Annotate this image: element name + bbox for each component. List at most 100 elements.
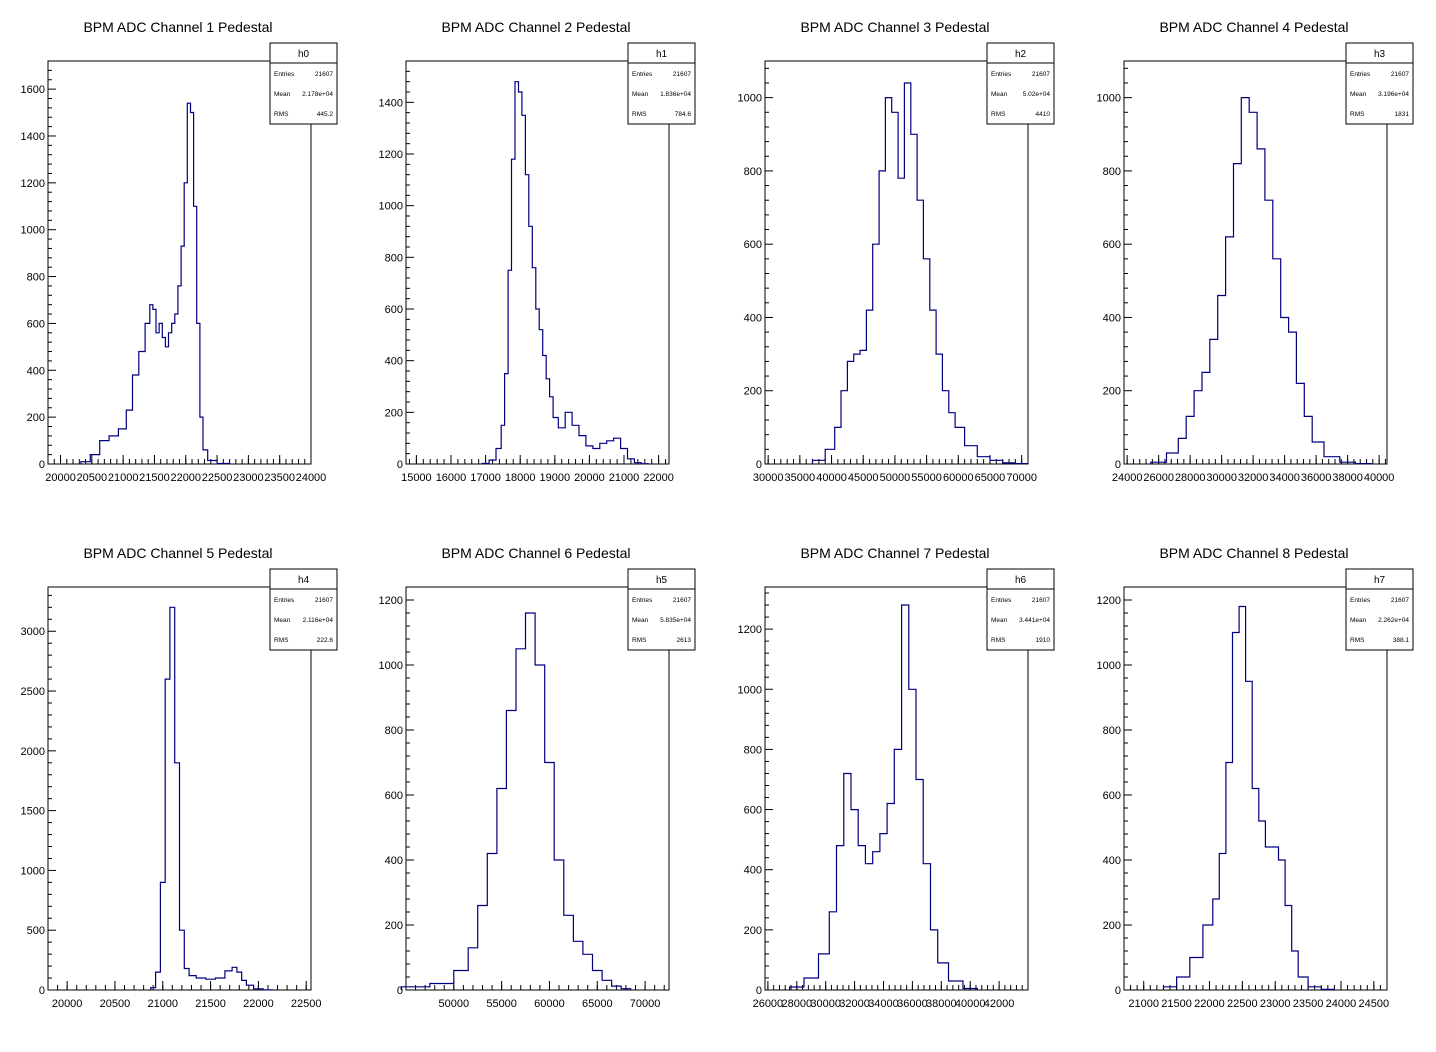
plot-frame (764, 586, 1029, 991)
stats-name: h2 (1015, 49, 1027, 60)
y-tick-label: 600 (27, 318, 45, 330)
y-tick-label: 400 (744, 865, 762, 877)
stats-name: h4 (298, 575, 310, 586)
y-tick-label: 0 (1115, 459, 1121, 471)
x-tick-label: 32000 (839, 998, 870, 1010)
x-tick-label: 21000 (1128, 998, 1159, 1010)
x-tick-label: 22000 (643, 472, 674, 484)
y-tick-label: 600 (385, 304, 403, 316)
stats-label-rms: RMS (632, 637, 647, 644)
x-tick-label: 65000 (975, 472, 1006, 484)
stats-box-frame (627, 568, 696, 651)
stats-value-entries: 21607 (1391, 71, 1409, 78)
x-tick-label: 23000 (1260, 998, 1291, 1010)
x-tick-label: 21500 (1161, 998, 1192, 1010)
stats-label-entries: Entries (274, 597, 295, 604)
stats-label-mean: Mean (274, 91, 291, 98)
x-tick-label: 22000 (1194, 998, 1225, 1010)
stats-box: h5 Entries 21607 Mean 5.835e+04 RMS 2613 (627, 568, 696, 651)
x-tick-label: 55000 (911, 472, 942, 484)
x-tick-label: 24000 (1112, 472, 1143, 484)
y-tick-label: 600 (385, 790, 403, 802)
x-tick-label: 65000 (582, 998, 613, 1010)
x-tick-label: 24500 (1359, 998, 1390, 1010)
x-tick-label: 20000 (574, 472, 605, 484)
x-tick-label: 50000 (439, 998, 470, 1010)
stats-value-mean: 3.441e+04 (1019, 617, 1050, 624)
stats-value-mean: 2.262e+04 (1378, 617, 1409, 624)
plot-frame (405, 60, 670, 465)
y-tick-label: 1000 (738, 93, 762, 105)
plot-frame (405, 586, 670, 991)
y-tick-label: 400 (27, 365, 45, 377)
x-tick-label: 30000 (1206, 472, 1237, 484)
chart-title: BPM ADC Channel 4 Pedestal (1159, 19, 1348, 35)
chart-panel-3: BPM ADC Channel 3 Pedestal 0 200 400 600 800 1… (738, 19, 1055, 484)
y-tick-label: 1200 (379, 595, 403, 607)
stats-value-rms: 784.6 (675, 111, 692, 118)
chart-title: BPM ADC Channel 6 Pedestal (441, 545, 630, 561)
plot-frame (1123, 60, 1388, 465)
x-tick-label: 35000 (785, 472, 816, 484)
stats-label-rms: RMS (274, 637, 289, 644)
chart-panel-1: BPM ADC Channel 1 Pedestal 0 200 400 600 800 1… (21, 19, 338, 484)
x-tick-label: 22000 (243, 998, 274, 1010)
y-tick-label: 200 (1103, 386, 1121, 398)
stats-label-entries: Entries (1350, 71, 1371, 78)
y-tick-label: 1000 (379, 660, 403, 672)
y-tick-label: 1400 (21, 131, 45, 143)
stats-label-mean: Mean (1350, 91, 1367, 98)
x-tick-label: 20500 (77, 472, 108, 484)
y-tick-label: 1200 (379, 149, 403, 161)
y-tick-label: 600 (1103, 790, 1121, 802)
y-tick-label: 0 (1115, 985, 1121, 997)
x-tick-label: 16000 (436, 472, 467, 484)
y-tick-label: 1200 (1097, 595, 1121, 607)
x-tick-label: 21000 (108, 472, 139, 484)
y-tick-label: 0 (39, 985, 45, 997)
y-tick-label: 600 (1103, 239, 1121, 251)
x-tick-label: 34000 (868, 998, 899, 1010)
x-tick-label: 30000 (810, 998, 841, 1010)
y-tick-label: 800 (744, 744, 762, 756)
y-tick-label: 0 (397, 459, 403, 471)
stats-label-mean: Mean (632, 91, 649, 98)
x-tick-label: 15000 (401, 472, 432, 484)
stats-value-rms: 1910 (1036, 637, 1051, 644)
histogram-series (1162, 605, 1335, 990)
histogram-series (1150, 97, 1372, 465)
x-tick-label: 21000 (609, 472, 640, 484)
y-tick-label: 400 (744, 312, 762, 324)
stats-name: h0 (298, 49, 310, 60)
y-tick-label: 600 (744, 805, 762, 817)
y-tick-label: 0 (756, 985, 762, 997)
x-tick-label: 20000 (52, 998, 83, 1010)
stats-box: h3 Entries 21607 Mean 3.196e+04 RMS 1831 (1345, 42, 1414, 125)
y-tick-label: 200 (27, 412, 45, 424)
y-tick-label: 400 (385, 855, 403, 867)
x-tick-label: 18000 (505, 472, 536, 484)
stats-box-frame (986, 42, 1055, 125)
histogram-series (400, 612, 632, 990)
y-tick-label: 800 (27, 272, 45, 284)
y-tick-label: 1500 (21, 806, 45, 818)
stats-box: h4 Entries 21607 Mean 2.116e+04 RMS 222.6 (269, 568, 338, 651)
chart-panel-2: BPM ADC Channel 2 Pedestal 0 200 400 600 800 1… (379, 19, 696, 484)
y-tick-label: 200 (385, 920, 403, 932)
chart-title: BPM ADC Channel 8 Pedestal (1159, 545, 1348, 561)
x-tick-label: 28000 (781, 998, 812, 1010)
y-tick-label: 500 (27, 925, 45, 937)
x-tick-label: 50000 (880, 472, 911, 484)
x-tick-label: 42000 (984, 998, 1015, 1010)
x-tick-label: 36000 (897, 998, 928, 1010)
x-tick-label: 34000 (1269, 472, 1300, 484)
y-tick-label: 800 (1103, 725, 1121, 737)
x-tick-label: 40000 (955, 998, 986, 1010)
x-tick-label: 70000 (630, 998, 661, 1010)
x-tick-label: 22000 (170, 472, 201, 484)
y-tick-label: 200 (744, 925, 762, 937)
stats-box-frame (627, 42, 696, 125)
x-tick-label: 70000 (1006, 472, 1037, 484)
stats-value-mean: 2.178e+04 (302, 91, 333, 98)
